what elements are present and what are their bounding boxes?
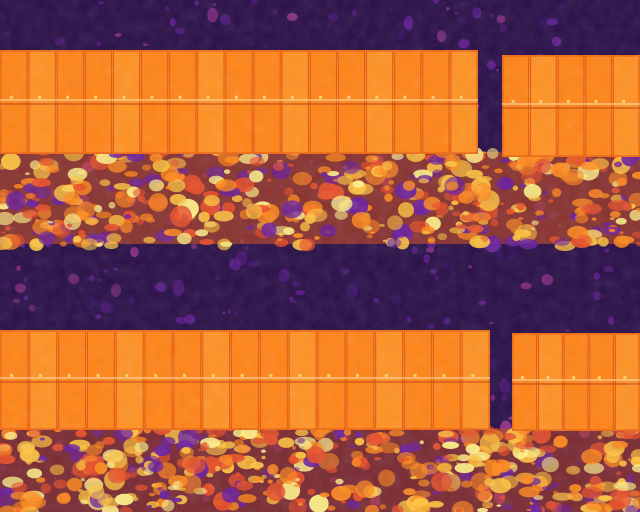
sensor-grain — [0, 0, 640, 512]
thermal-image — [0, 0, 640, 512]
thermal-scene — [0, 0, 640, 512]
